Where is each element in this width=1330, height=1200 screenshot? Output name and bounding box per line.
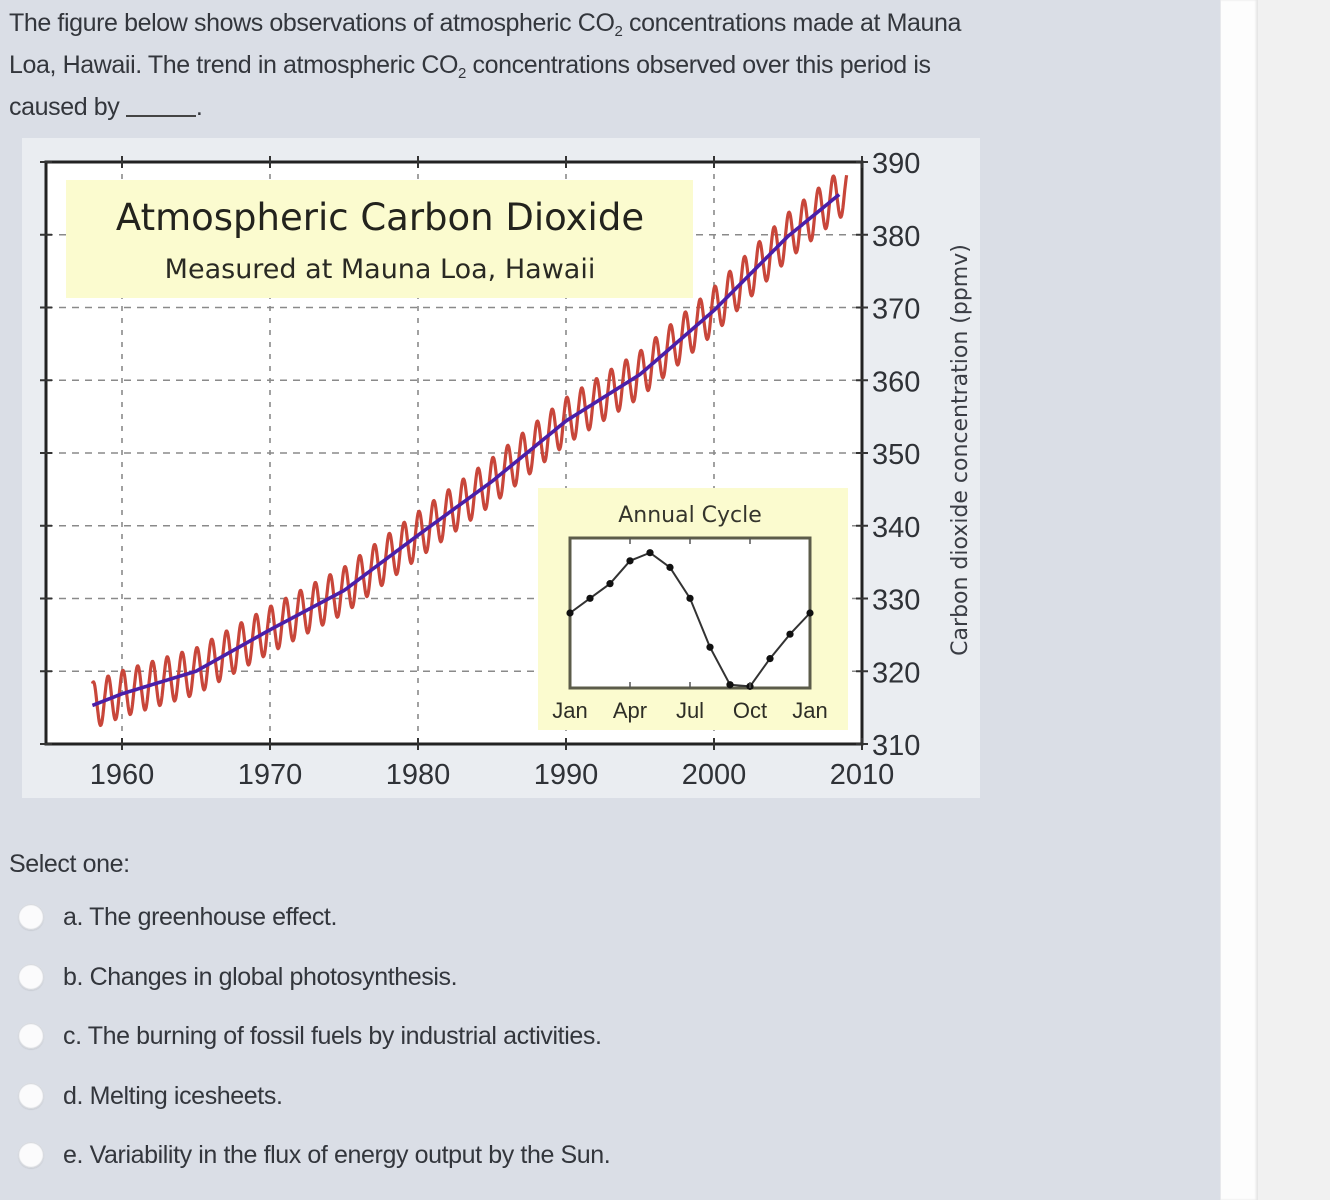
x-tick-label: 2000	[682, 759, 747, 791]
option-label: b. Changes in global photosynthesis.	[63, 962, 458, 991]
y-tick-label: 350	[872, 439, 920, 471]
x-tick-label: 2010	[830, 759, 895, 791]
question-text-part: The figure below shows observations of a…	[9, 9, 615, 37]
title-box	[66, 180, 693, 298]
trend-line	[91, 193, 841, 708]
co2-series	[90, 174, 849, 727]
inset-title: Annual Cycle	[618, 503, 762, 528]
question-line-1: The figure below shows observations of a…	[9, 2, 1179, 44]
chart-subtitle: Measured at Mauna Loa, Hawaii	[165, 254, 596, 285]
y-tick-label: 310	[872, 730, 920, 762]
question-text-part: caused by	[9, 93, 120, 121]
question-text-part: .	[195, 93, 203, 121]
answer-option-d[interactable]: d. Melting icesheets.	[18, 1076, 283, 1116]
inset-data-point	[626, 557, 634, 565]
inset-x-tick-label: Apr	[613, 698, 647, 723]
annual-cycle-series	[566, 549, 814, 690]
question-panel: The figure below shows observations of a…	[9, 2, 1179, 1175]
answer-option-c[interactable]: c. The burning of fossil fuels by indust…	[18, 1016, 602, 1056]
inset-x-tick-label: Oct	[733, 698, 767, 723]
inset-x-tick-label: Jan	[552, 698, 587, 723]
seasonal-line	[90, 174, 849, 727]
question-text-part: concentrations made at Mauna	[622, 9, 962, 37]
inset-data-point	[666, 563, 674, 571]
radio-button[interactable]	[18, 1083, 44, 1109]
question-line-3: caused by .	[9, 86, 1179, 128]
y-tick-label: 370	[872, 294, 920, 326]
inset-x-tick-label: Jan	[792, 698, 827, 723]
radio-button[interactable]	[18, 1023, 44, 1049]
inset-data-point	[686, 594, 694, 602]
co2-chart: Atmospheric Carbon Dioxide Measured at M…	[40, 148, 973, 791]
radio-button[interactable]	[18, 964, 44, 990]
inset-plot-area	[568, 536, 812, 690]
inset-data-point	[706, 643, 714, 651]
option-label: c. The burning of fossil fuels by indust…	[63, 1021, 602, 1050]
inset-x-axis: Jan Apr Jul Oct Jan	[552, 538, 828, 723]
inset-data-point	[566, 609, 574, 617]
inset-data-point	[786, 630, 794, 638]
x-tick-label: 1990	[534, 759, 599, 791]
co2-figure: Atmospheric Carbon Dioxide Measured at M…	[22, 138, 980, 798]
side-panel	[1258, 0, 1330, 1200]
subscript: 2	[614, 23, 623, 40]
subscript: 2	[458, 65, 466, 82]
option-label: e. Variability in the flux of energy out…	[63, 1140, 611, 1169]
answer-option-a[interactable]: a. The greenhouse effect.	[18, 897, 337, 937]
y-tick-label: 320	[872, 657, 920, 689]
y-tick-label: 330	[872, 585, 920, 617]
inset-data-point	[586, 594, 594, 602]
radio-button[interactable]	[18, 1142, 44, 1168]
select-one-label: Select one:	[9, 850, 130, 878]
y-tick-label: 360	[872, 366, 920, 398]
inset-data-point	[806, 609, 814, 617]
inset-data-point	[606, 580, 614, 588]
answer-option-e[interactable]: e. Variability in the flux of energy out…	[18, 1135, 611, 1175]
answer-option-b[interactable]: b. Changes in global photosynthesis.	[18, 957, 458, 997]
chart-title: Atmospheric Carbon Dioxide	[116, 196, 644, 239]
radio-button[interactable]	[18, 904, 44, 930]
question-line-2: Loa, Hawaii. The trend in atmospheric CO…	[9, 44, 1179, 86]
inset-data-point	[726, 681, 734, 689]
inset-data-point	[766, 655, 774, 663]
inset-x-tick-label: Jul	[676, 698, 704, 723]
y-tick-label: 340	[872, 512, 920, 544]
question-text: The figure below shows observations of a…	[9, 2, 1179, 128]
y-tick-label: 390	[872, 148, 920, 180]
option-label: a. The greenhouse effect.	[63, 902, 338, 931]
question-text-part: Loa, Hawaii. The trend in atmospheric CO	[9, 51, 459, 79]
x-tick-label: 1960	[90, 759, 155, 791]
option-label: d. Melting icesheets.	[63, 1081, 283, 1110]
fill-in-blank	[125, 93, 196, 117]
question-text-part: concentrations observed over this period…	[466, 51, 931, 79]
scrollbar-track[interactable]	[1220, 0, 1258, 1200]
y-axis-label: Carbon dioxide concentration (ppmv)	[948, 244, 973, 656]
inset-data-point	[646, 549, 654, 557]
x-tick-label: 1970	[238, 759, 303, 791]
y-tick-label: 380	[872, 221, 920, 253]
x-tick-label: 1980	[386, 759, 451, 791]
